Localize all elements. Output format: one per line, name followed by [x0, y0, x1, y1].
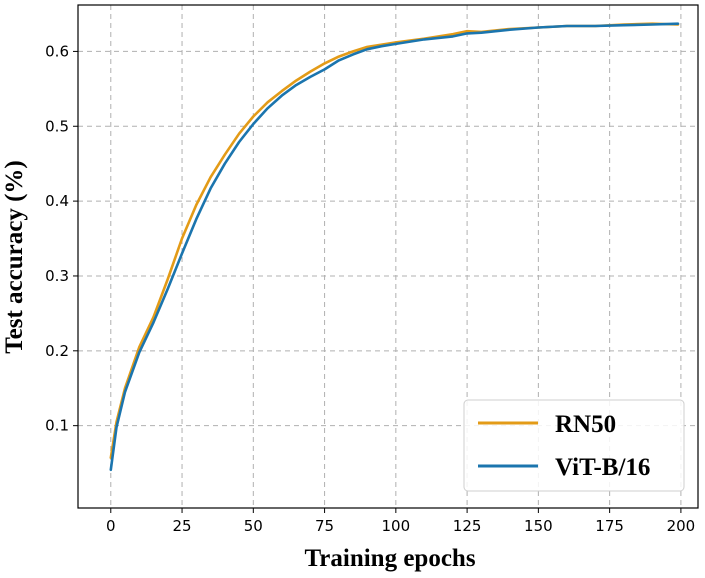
x-axis-title: Training epochs — [304, 545, 475, 572]
x-tick-label: 175 — [595, 517, 624, 535]
y-tick-label: 0.4 — [45, 192, 69, 210]
tick-layer: 0 25 50 75 100 125 150 175 200 0.1 0.2 0.3 0.4 0.5 0.6 — [45, 42, 695, 535]
x-tick-label: 25 — [172, 517, 191, 535]
legend-label-vit: ViT-B/16 — [555, 454, 650, 481]
y-tick-label: 0.1 — [45, 417, 69, 435]
y-tick-label: 0.3 — [45, 267, 69, 285]
y-tick-label: 0.2 — [45, 342, 69, 360]
x-tick-label: 75 — [315, 517, 334, 535]
y-tick-label: 0.6 — [45, 42, 69, 60]
x-tick-label: 150 — [524, 517, 553, 535]
legend-label-rn50: RN50 — [555, 411, 616, 438]
legend: RN50 ViT-B/16 — [463, 399, 685, 492]
plot-frame — [77, 4, 699, 509]
series-line-rn50 — [109, 22, 680, 460]
x-tick-label: 50 — [244, 517, 263, 535]
x-tick-label: 100 — [382, 517, 411, 535]
series-layer — [109, 22, 680, 472]
x-tick-label: 200 — [667, 517, 696, 535]
x-tick-label: 0 — [106, 517, 116, 535]
x-tick-label: 125 — [453, 517, 482, 535]
grid-layer — [78, 5, 698, 508]
y-axis-title: Test accuracy (%) — [1, 160, 28, 353]
y-tick-label: 0.5 — [45, 117, 69, 135]
series-line-vit-b16 — [109, 22, 680, 472]
